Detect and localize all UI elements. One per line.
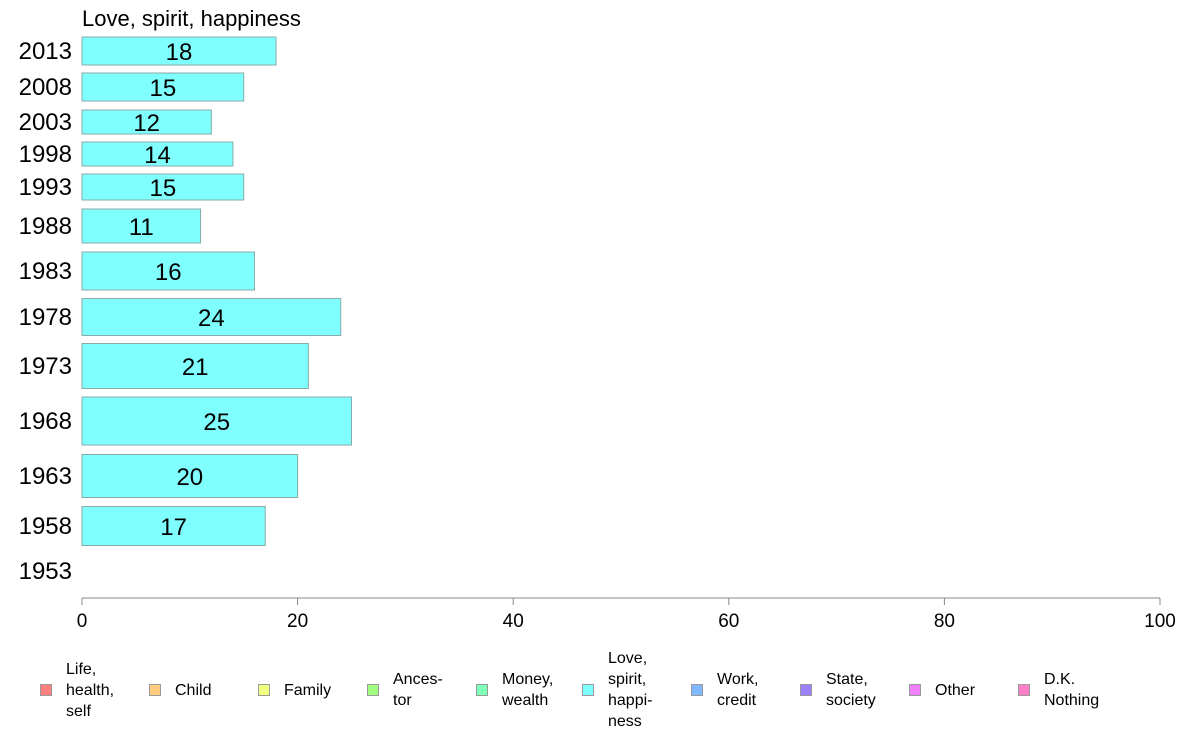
y-tick-label: 1993 bbox=[19, 174, 72, 201]
bar-1988 bbox=[81, 208, 202, 244]
x-tick-label: 40 bbox=[503, 611, 524, 632]
legend-swatch bbox=[582, 684, 594, 696]
y-tick-label: 1983 bbox=[19, 258, 72, 285]
bar-1958 bbox=[81, 506, 266, 546]
bar-1968 bbox=[81, 396, 352, 446]
x-tick-label: 60 bbox=[718, 611, 739, 632]
y-tick-label: 2008 bbox=[19, 74, 72, 101]
bar-chart: Love, spirit, happiness 2013 18 2008 15 2003… bbox=[19, 6, 1176, 632]
legend-item-love-spirit-happiness: Love, spirit, happi- ness bbox=[582, 648, 678, 732]
legend: Life, health, self Child Family Ances- t… bbox=[40, 648, 1170, 732]
x-tick-label: 0 bbox=[77, 611, 88, 632]
legend-label: Other bbox=[935, 681, 976, 699]
bar-value-label: 15 bbox=[149, 75, 176, 102]
bar-1973 bbox=[81, 343, 309, 389]
bar-value-label: 11 bbox=[129, 214, 154, 241]
legend-label: State, society bbox=[826, 671, 876, 709]
bar-1978 bbox=[81, 298, 342, 336]
bar-value-label: 18 bbox=[166, 39, 193, 66]
chart-title: Love, spirit, happiness bbox=[82, 6, 301, 31]
bar-value-label: 20 bbox=[176, 464, 203, 491]
y-tick-label: 1973 bbox=[19, 353, 72, 380]
bar-value-label: 15 bbox=[149, 175, 176, 202]
legend-swatch bbox=[476, 684, 488, 696]
legend-item-child: Child bbox=[149, 648, 245, 732]
legend-item-work-credit: Work, credit bbox=[691, 648, 787, 732]
legend-label: Work, credit bbox=[717, 671, 759, 709]
x-tick-label: 100 bbox=[1144, 611, 1176, 632]
legend-swatch bbox=[800, 684, 812, 696]
x-tick-label: 20 bbox=[287, 611, 308, 632]
y-tick-label: 1958 bbox=[19, 513, 72, 540]
y-tick-label: 1998 bbox=[19, 141, 72, 168]
bar-value-label: 16 bbox=[155, 259, 182, 286]
y-tick-label: 1968 bbox=[19, 408, 72, 435]
legend-item-family: Family bbox=[258, 648, 354, 732]
bar-value-label: 12 bbox=[133, 110, 160, 137]
legend-swatch bbox=[1018, 684, 1030, 696]
bar-1993 bbox=[81, 173, 245, 201]
y-tick-label: 1953 bbox=[19, 558, 72, 585]
x-tick-label: 80 bbox=[934, 611, 955, 632]
legend-swatch bbox=[909, 684, 921, 696]
bar-2013 bbox=[81, 36, 277, 66]
y-tick-label: 1963 bbox=[19, 463, 72, 490]
x-axis: 0 20 40 60 80 100 bbox=[77, 597, 1176, 632]
bar-value-label: 14 bbox=[144, 142, 171, 169]
legend-item-other: Other bbox=[909, 648, 1005, 732]
bar-1998 bbox=[81, 141, 234, 167]
legend-swatch bbox=[258, 684, 270, 696]
bar-value-label: 21 bbox=[182, 354, 209, 381]
bars-layer: 2013 18 2008 15 2003 12 1998 14 1993 15 1988 11 1983… bbox=[19, 36, 352, 585]
legend-item-ancestor: Ances- tor bbox=[367, 648, 463, 732]
legend-label: Money, wealth bbox=[502, 671, 554, 709]
legend-label: D.K. Nothing bbox=[1044, 671, 1100, 709]
legend-swatch bbox=[691, 684, 703, 696]
legend-item-money-wealth: Money, wealth bbox=[476, 648, 572, 732]
y-tick-label: 2013 bbox=[19, 38, 72, 65]
bar-2008 bbox=[81, 72, 245, 102]
legend-item-life-health-self: Life, health, self bbox=[40, 648, 136, 732]
bar-1963 bbox=[81, 454, 299, 498]
y-tick-label: 2003 bbox=[19, 109, 72, 136]
legend-swatch bbox=[367, 684, 379, 696]
legend-item-dk-nothing: D.K. Nothing bbox=[1018, 648, 1114, 732]
legend-label: Child bbox=[175, 681, 212, 699]
bar-value-label: 24 bbox=[198, 305, 225, 332]
legend-label: Life, health, self bbox=[66, 660, 115, 720]
y-tick-label: 1978 bbox=[19, 304, 72, 331]
bar-2003 bbox=[81, 109, 212, 135]
bar-value-label: 25 bbox=[203, 409, 230, 436]
legend-label: Family bbox=[284, 681, 332, 699]
legend-label: Love, spirit, happi- ness bbox=[608, 650, 653, 730]
legend-item-state-society: State, society bbox=[800, 648, 896, 732]
legend-swatch bbox=[149, 684, 161, 696]
y-tick-label: 1988 bbox=[19, 213, 72, 240]
bar-1983 bbox=[81, 251, 255, 291]
bar-value-label: 17 bbox=[160, 514, 187, 541]
legend-label: Ances- tor bbox=[393, 671, 443, 709]
legend-swatch bbox=[40, 684, 52, 696]
